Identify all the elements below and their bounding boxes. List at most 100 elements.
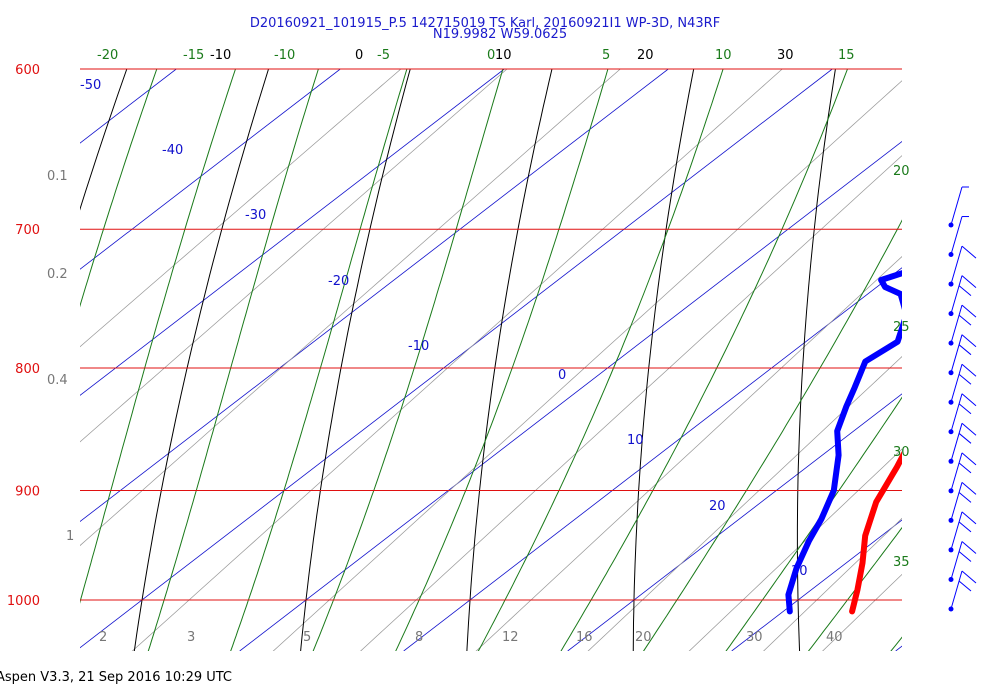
moist-adiabat-line <box>230 69 408 651</box>
chart-subtitle: N19.9982 W59.0625 <box>432 27 568 42</box>
isotherm-line <box>80 69 669 523</box>
wind-barb-flag <box>958 373 972 385</box>
wind-barb-flag <box>958 580 972 592</box>
mixing-ratio-label: 0.1 <box>47 169 68 184</box>
mixing-ratio-line <box>80 69 621 547</box>
wind-barb-staff <box>950 275 963 314</box>
wind-barb-flag <box>958 314 972 326</box>
mixing-ratio-line <box>131 69 783 651</box>
pressure-label: 800 <box>15 362 40 377</box>
axis-labels: 6007008009001000-50-40-30-20-100102030-1… <box>7 48 910 645</box>
isotherm-label: -10 <box>408 339 429 354</box>
mixing-ratio-line <box>688 448 902 651</box>
wind-barb-flag <box>958 492 972 503</box>
mixing-ratio-line <box>925 59 1000 659</box>
wind-barb-flag <box>961 275 977 288</box>
isotherm-label: 0 <box>558 368 566 383</box>
isotherm-line <box>0 69 12 651</box>
pressure-label: 600 <box>15 63 40 78</box>
wind-barb-flag <box>961 334 977 348</box>
wind-barb-flag <box>961 482 977 495</box>
dry-adiabat-line <box>956 59 978 659</box>
dry-adiabat-line <box>80 69 128 211</box>
moist-adiabat-line <box>725 396 902 651</box>
moist-adiabat-label: 0 <box>487 48 495 63</box>
wind-barb <box>948 186 969 228</box>
mixing-ratio-line <box>80 69 508 443</box>
wind-barb <box>948 363 977 405</box>
moist-adiabat-line <box>312 69 504 651</box>
isotherm-label: -40 <box>162 143 183 158</box>
wind-barb-flag <box>958 462 972 474</box>
mixing-ratio-label: 3 <box>187 630 195 645</box>
wind-barb-flag <box>961 245 977 259</box>
wind-barb <box>948 216 969 258</box>
wind-barb-flag <box>961 511 977 525</box>
wind-barb-staff <box>950 423 963 462</box>
mixing-ratio-line <box>475 255 902 651</box>
pressure-label: 900 <box>15 484 40 499</box>
sounding-traces <box>785 270 902 615</box>
moist-adiabat-line <box>643 219 902 651</box>
wind-barb-flag <box>958 344 972 356</box>
mixing-ratio-line <box>80 69 402 348</box>
moist-adiabat-label: 35 <box>893 555 910 570</box>
isotherm-line <box>80 69 177 144</box>
isotherm-label: 20 <box>709 499 726 514</box>
dry-adiabat-label: 20 <box>637 48 654 63</box>
wind-barb-flag <box>961 452 977 466</box>
wind-barb <box>948 304 977 346</box>
isotherm-line <box>80 69 505 396</box>
mixing-ratio-label: 30 <box>746 630 763 645</box>
isotherm-label: -50 <box>80 78 101 93</box>
moist-adiabat-label: -10 <box>274 48 295 63</box>
mixing-ratio-label: 2 <box>99 630 107 645</box>
dry-adiabat-line <box>300 69 411 651</box>
dry-adiabat-label: -10 <box>210 48 231 63</box>
mixing-ratio-label: 20 <box>635 630 652 645</box>
wind-barb-flag <box>958 403 972 415</box>
moist-adiabat-label: 20 <box>893 164 910 179</box>
moist-adiabat-line <box>80 69 158 308</box>
wind-barb-flag <box>961 570 977 584</box>
wind-barb-staff <box>950 482 963 521</box>
isotherm-label: -20 <box>328 274 349 289</box>
dry-adiabat-label: 0 <box>355 48 363 63</box>
moist-adiabat-line <box>477 69 724 651</box>
chart-title: D20160921_101915_P.5 142715019 TS Karl, … <box>249 16 721 31</box>
moist-adiabat-line <box>147 69 319 651</box>
mixing-ratio-label: 8 <box>415 630 423 645</box>
wind-barb <box>948 334 977 376</box>
moist-adiabat-label: 5 <box>602 48 610 63</box>
mixing-ratio-label: 0.4 <box>47 373 68 388</box>
footer-text: Aspen V3.3, 21 Sep 2016 10:29 UTC <box>0 670 233 685</box>
wind-barb-flag <box>961 304 977 318</box>
isotherm-line <box>895 645 902 651</box>
moist-adiabat-label: 10 <box>715 48 732 63</box>
wind-barb-flag <box>958 285 972 296</box>
wind-barb-flag <box>961 422 977 436</box>
dry-adiabat-line <box>466 69 553 651</box>
pressure-label: 1000 <box>7 594 40 609</box>
wind-barb <box>948 452 977 494</box>
wind-barb-staff <box>950 570 963 610</box>
dry-adiabat-line <box>133 69 270 651</box>
dry-adiabat-label: 30 <box>777 48 794 63</box>
mixing-ratio-line <box>763 517 902 651</box>
wind-barb <box>948 570 977 612</box>
wind-barb <box>948 393 977 435</box>
wind-barb <box>948 482 977 523</box>
wind-barb-flag <box>961 363 977 377</box>
mixing-ratio-label: 16 <box>576 630 593 645</box>
wind-barb <box>948 422 977 464</box>
moist-adiabat-line <box>807 526 902 651</box>
dry-adiabat-line <box>632 69 695 651</box>
wind-barb <box>948 245 977 287</box>
diagram-grid <box>0 59 1000 659</box>
pressure-label: 700 <box>15 223 40 238</box>
mixing-ratio-label: 12 <box>502 630 519 645</box>
moist-adiabat-line <box>80 69 237 604</box>
moist-adiabat-line <box>560 69 849 651</box>
wind-barb-flag <box>958 521 972 533</box>
